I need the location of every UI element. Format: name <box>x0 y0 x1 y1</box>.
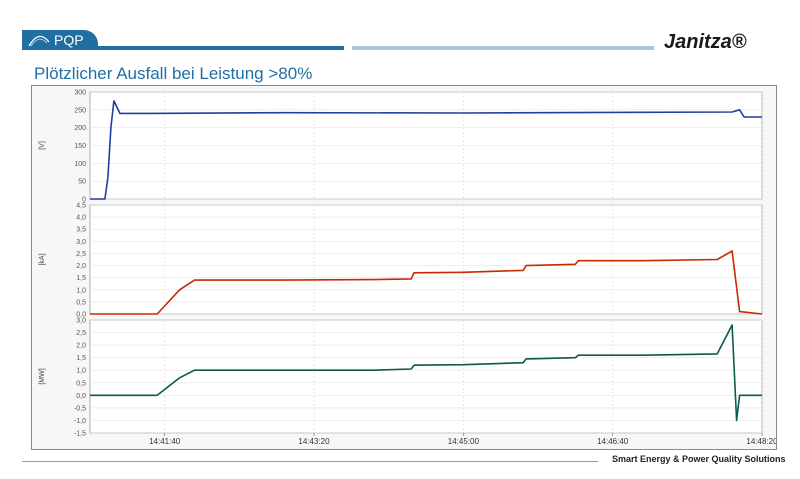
y-tick-label: 0,5 <box>76 299 86 306</box>
y-tick-label: 2,0 <box>76 263 86 270</box>
y-tick-label: 0,5 <box>76 380 86 387</box>
x-tick-label: 14:46:40 <box>597 437 629 446</box>
y-tick-label: 1,0 <box>76 368 86 375</box>
y-tick-label: 2,5 <box>76 330 86 337</box>
series-line-3 <box>90 324 762 422</box>
y-tick-label: 250 <box>74 107 86 114</box>
y-tick-label: 2,0 <box>76 343 86 350</box>
header-line-dark <box>98 46 344 50</box>
y-tick-label: 0,0 <box>76 393 86 400</box>
header: PQP Janitza® <box>0 0 800 60</box>
y-tick-label: 300 <box>74 90 86 97</box>
y-tick-label: 150 <box>74 143 86 150</box>
y-tick-label: 1,5 <box>76 275 86 282</box>
y-axis-label: [MW] <box>39 368 46 384</box>
y-tick-label: 1,0 <box>76 287 86 294</box>
chart-panels: 300 250 200 150 100 50 0 [V] 4,5 4,0 3,5 3,0 2,5 2,0 1… <box>39 90 776 447</box>
pqp-logo: PQP <box>22 30 98 50</box>
pqp-arc-icon <box>28 35 50 47</box>
brand-logo: Janitza® <box>664 31 747 53</box>
y-tick-label: 3,0 <box>76 318 86 325</box>
x-tick-label: 14:45:00 <box>448 437 480 446</box>
x-tick-label: 14:43:20 <box>298 437 330 446</box>
y-tick-label: -1,0 <box>74 418 86 425</box>
y-tick-label: -0,5 <box>74 405 86 412</box>
y-tick-label: -1,5 <box>74 431 86 438</box>
y-axis-label: [kA] <box>39 253 46 265</box>
footer-divider <box>22 461 598 462</box>
chart-frame: 300 250 200 150 100 50 0 [V] 4,5 4,0 3,5 3,0 2,5 2,0 1… <box>31 85 777 450</box>
x-tick-label: 14:41:40 <box>149 437 181 446</box>
y-tick-label: 200 <box>74 125 86 132</box>
y-tick-label: 0 <box>82 197 86 204</box>
plot-area-3 <box>89 319 763 434</box>
series-line-2 <box>90 250 763 315</box>
footer-tagline: Smart Energy & Power Quality Solutions <box>612 454 786 464</box>
y-tick-label: 0,0 <box>76 312 86 319</box>
plot-area-2 <box>89 204 763 315</box>
y-axis-label: [V] <box>39 141 46 150</box>
y-tick-label: 50 <box>78 179 86 186</box>
page-title: Plötzlicher Ausfall bei Leistung >80% <box>34 64 313 83</box>
header-line-light <box>352 46 654 50</box>
y-tick-label: 3,0 <box>76 239 86 246</box>
y-tick-label: 4,5 <box>76 203 86 210</box>
y-tick-label: 1,5 <box>76 355 86 362</box>
pqp-logo-text: PQP <box>54 32 84 48</box>
y-tick-label: 4,0 <box>76 215 86 222</box>
y-tick-label: 3,5 <box>76 227 86 234</box>
y-tick-label: 2,5 <box>76 251 86 258</box>
series-line-1 <box>90 100 762 200</box>
y-tick-label: 100 <box>74 161 86 168</box>
x-tick-label: 14:48:20 <box>746 437 776 446</box>
